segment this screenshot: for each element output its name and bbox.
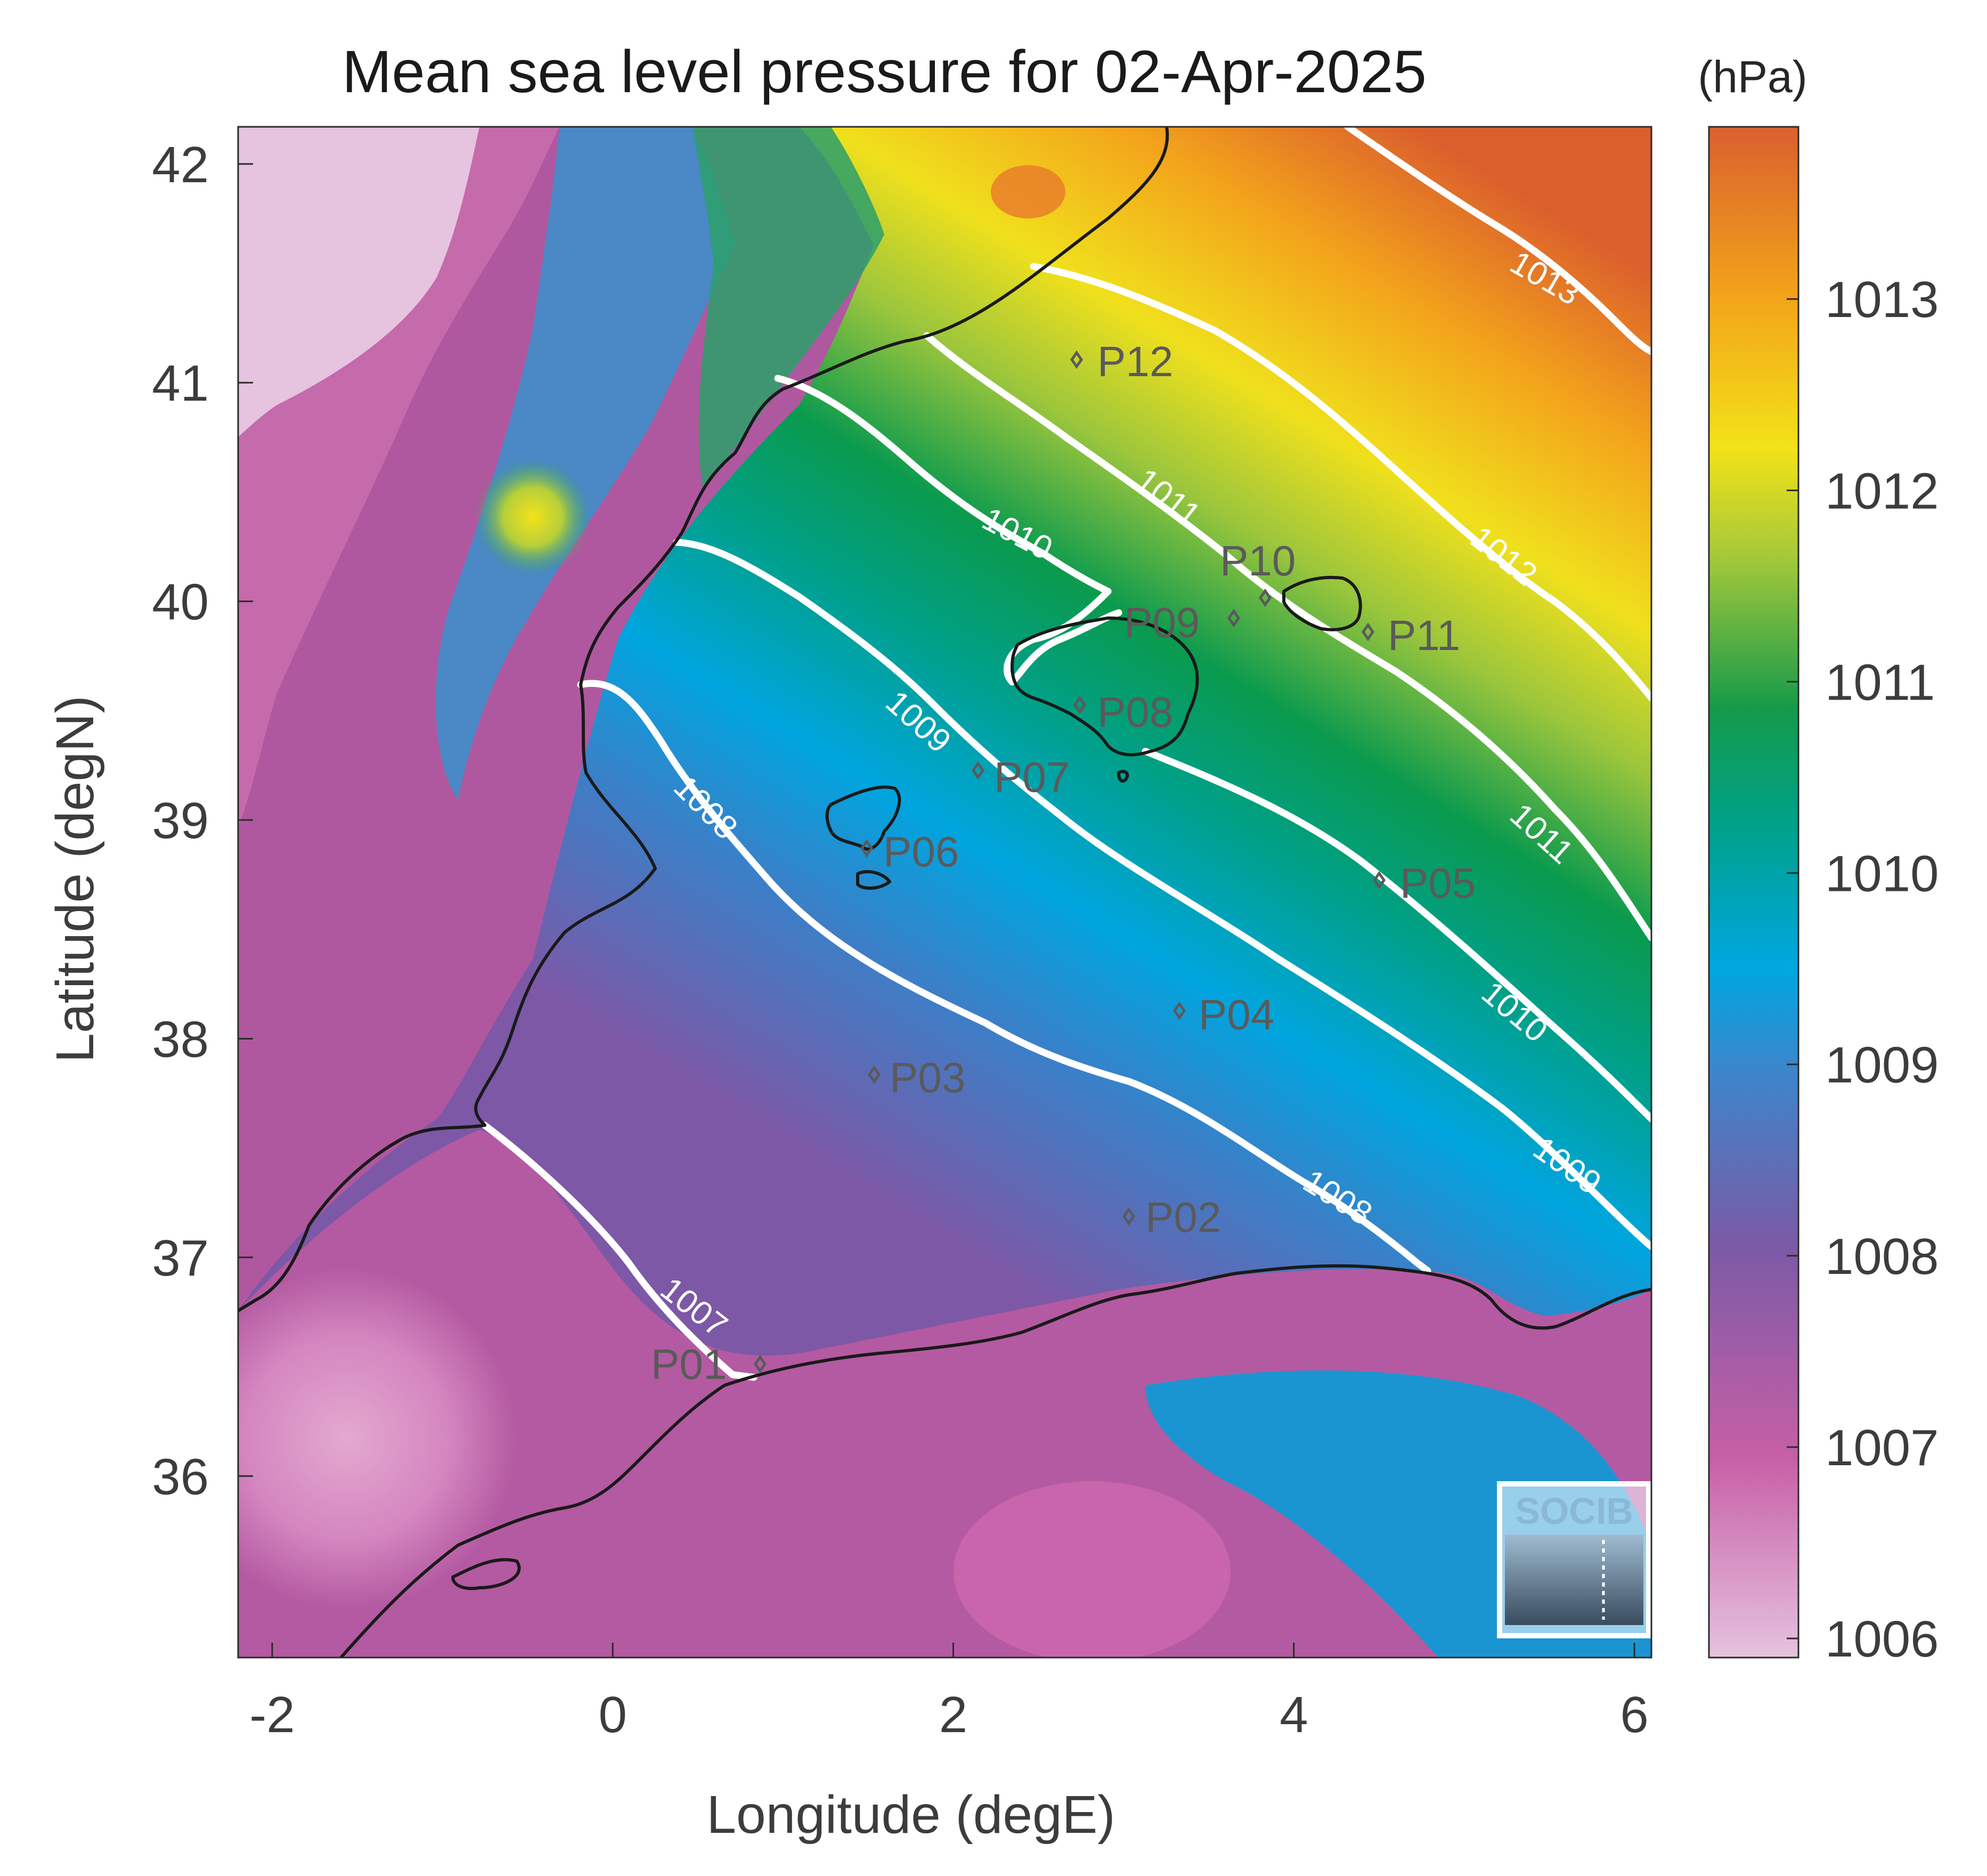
colorbar-tick-label: 1008	[1825, 1228, 1939, 1285]
colorbar-frame	[1708, 126, 1799, 1659]
y-tick-label: 37	[152, 1230, 209, 1287]
station-p05-label: P05	[1400, 859, 1476, 907]
station-p06-label: P06	[883, 828, 959, 875]
socib-logo: SOCIB	[1497, 1481, 1651, 1638]
x-tick-label: 4	[1280, 1686, 1308, 1743]
y-tick-label: 40	[152, 574, 209, 631]
socib-logo-text: SOCIB	[1515, 1490, 1633, 1532]
station-p07-label: P07	[994, 753, 1070, 801]
x-tick-label: 6	[1620, 1686, 1648, 1743]
station-p12-label: P12	[1097, 338, 1173, 385]
colorbar-tick-label: 1006	[1825, 1611, 1939, 1668]
y-tick-label: 38	[152, 1011, 209, 1068]
isobar-1010-lower	[1142, 748, 1651, 1123]
land-field-green-band	[693, 127, 884, 490]
land-field-yellow-spot	[474, 458, 591, 575]
isobar-1007	[481, 1122, 758, 1381]
station-p07[interactable]: P07	[971, 753, 1070, 801]
x-axis-ticks: -2 0 2 4 6	[249, 1643, 1649, 1743]
buoy-stations: P01 P02 P03 P04 P05 P06	[651, 338, 1476, 1388]
colorbar-ticks: 1006 1007 1008 1009 1010 1011 1012 1013	[1787, 271, 1939, 1668]
station-p03-marker[interactable]	[867, 1065, 881, 1084]
socib-logo-wave	[1505, 1534, 1643, 1625]
station-p01-marker[interactable]	[753, 1354, 767, 1374]
y-axis-label: Latitude (degN)	[45, 695, 105, 1062]
coastline-formentera	[856, 870, 891, 890]
coastline-ibiza	[825, 785, 901, 851]
station-p08-label: P08	[1097, 688, 1173, 736]
isobar-1012	[1030, 263, 1651, 702]
station-p07-marker[interactable]	[971, 761, 985, 780]
x-tick-label: 2	[939, 1686, 967, 1743]
x-tick-label: -2	[249, 1686, 295, 1743]
y-tick-label: 42	[152, 136, 209, 193]
coastlines	[238, 127, 1651, 1658]
station-p08-marker[interactable]	[1073, 695, 1087, 714]
station-p04-label: P04	[1199, 991, 1274, 1038]
coastline-north-africa	[339, 1264, 1651, 1658]
land-field-orange-spot	[991, 165, 1065, 218]
land-field-blue-band	[436, 127, 735, 799]
station-p08[interactable]: P08	[1073, 688, 1173, 736]
station-p11-marker[interactable]	[1361, 622, 1375, 641]
map-frame	[237, 126, 1652, 1659]
station-p03[interactable]: P03	[867, 1054, 965, 1101]
station-p02-marker[interactable]	[1122, 1207, 1136, 1226]
x-tick-label: 0	[599, 1686, 627, 1743]
socib-logo-frame	[1497, 1481, 1651, 1638]
station-p11[interactable]: P11	[1361, 612, 1460, 659]
station-p10-label: P10	[1220, 537, 1296, 584]
station-p06-marker[interactable]	[860, 839, 874, 858]
land-field-pink-low	[238, 1268, 517, 1609]
isobar-1010-upper	[774, 375, 1112, 595]
isobar-1013	[1344, 127, 1651, 355]
station-p09-marker[interactable]	[1227, 608, 1241, 628]
station-p01[interactable]: P01	[651, 1341, 767, 1388]
station-p04-marker[interactable]	[1172, 1001, 1186, 1020]
isobar-1008-upper	[577, 680, 1431, 1274]
station-p09[interactable]: P09	[1124, 599, 1241, 646]
station-p03-label: P03	[890, 1054, 965, 1101]
coastline-cabrera	[1117, 770, 1129, 783]
coastline-menorca	[1282, 575, 1362, 631]
station-p09-label: P09	[1124, 599, 1200, 646]
y-axis-ticks: 36 37 38 39 40 41 42	[152, 136, 253, 1505]
colorbar-unit-label: (hPa)	[1698, 52, 1807, 102]
coastline-alboran-island	[451, 1558, 521, 1590]
y-tick-label: 41	[152, 355, 209, 412]
colorbar	[1709, 127, 1798, 1658]
coastline-mallorca	[1011, 616, 1199, 757]
station-p05[interactable]: P05	[1372, 859, 1476, 907]
station-p12-marker[interactable]	[1070, 350, 1084, 369]
station-p06[interactable]: P06	[860, 828, 959, 875]
colorbar-tick-label: 1007	[1825, 1419, 1939, 1476]
map-title: Mean sea level pressure for 02-Apr-2025	[342, 38, 1427, 105]
station-p10-marker[interactable]	[1258, 588, 1272, 607]
land-field-high-plateau	[238, 127, 479, 437]
isobar-1011	[923, 332, 1651, 941]
y-tick-label: 36	[152, 1448, 209, 1505]
colorbar-tick-label: 1009	[1825, 1037, 1939, 1094]
colorbar-tick-label: 1012	[1825, 462, 1939, 519]
station-p12[interactable]: P12	[1070, 338, 1173, 385]
map-plot-area: 1007 1008 1008 1009 1009 1010 1010 1011 …	[238, 127, 1651, 1658]
station-p02[interactable]: P02	[1122, 1193, 1221, 1241]
colorbar-tick-label: 1013	[1825, 271, 1939, 328]
station-p05-marker[interactable]	[1372, 871, 1386, 890]
colorbar-tick-label: 1011	[1825, 654, 1935, 711]
station-p01-label: P01	[651, 1341, 727, 1388]
station-p11-label: P11	[1388, 612, 1460, 659]
station-p10[interactable]: P10	[1220, 537, 1296, 607]
station-p02-label: P02	[1145, 1193, 1221, 1241]
station-p04[interactable]: P04	[1172, 991, 1274, 1038]
colorbar-tick-label: 1010	[1825, 846, 1939, 903]
x-axis-label: Longitude (degE)	[706, 1785, 1115, 1845]
isobar-1009	[673, 539, 1651, 1250]
land-field-pink-south	[954, 1481, 1231, 1658]
coastline-iberia	[238, 127, 1169, 1312]
isobar-contours	[481, 127, 1651, 1381]
y-tick-label: 39	[152, 792, 209, 849]
